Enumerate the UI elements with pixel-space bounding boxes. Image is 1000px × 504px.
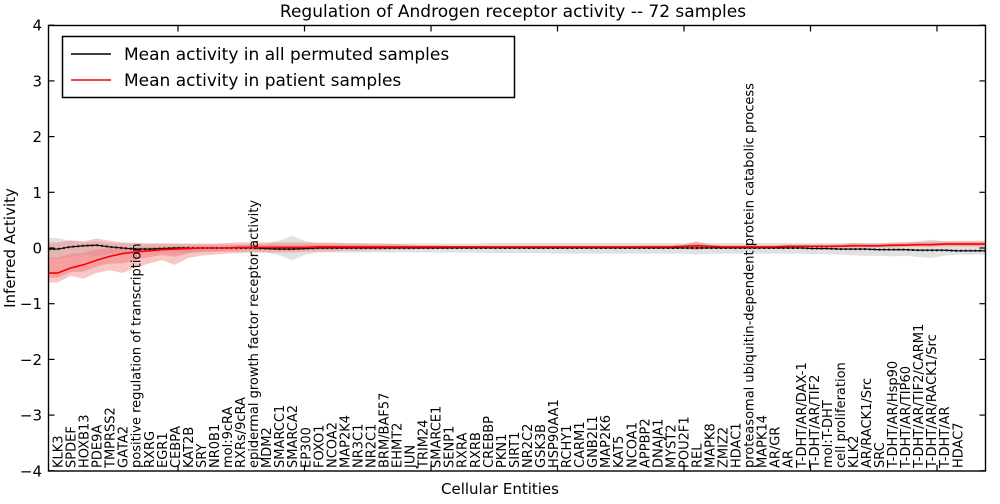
y-tick-label: −1 <box>20 295 42 313</box>
x-category-label: mol:T-DHT <box>821 400 836 468</box>
x-category-label: NR2C2 <box>521 424 536 468</box>
x-category-label: RCHY1 <box>560 425 575 468</box>
x-category-label: CARM1 <box>573 422 588 469</box>
x-category-label: HDAC7 <box>951 422 966 468</box>
legend-label-patient: Mean activity in patient samples <box>124 71 401 91</box>
x-category-label: JUN <box>404 445 419 469</box>
x-category-label: GATA2 <box>117 426 132 468</box>
x-category-label: PKN1 <box>495 434 510 468</box>
y-axis-label: Inferred Activity <box>1 188 19 308</box>
x-category-label: MDM2 <box>260 427 275 468</box>
y-tick-label: −2 <box>20 351 42 369</box>
x-category-label: RXRA <box>456 433 471 468</box>
series-lines <box>48 243 986 274</box>
x-category-label: KLK3 <box>52 435 67 468</box>
y-tick-label: 4 <box>32 17 42 35</box>
x-category-label: RXRB <box>469 432 484 468</box>
x-category-label: BRM/BAF57 <box>378 393 393 468</box>
x-category-label: T-DHT/AR/TIF2/CARM1 <box>912 324 927 469</box>
x-category-label: REL <box>691 443 706 468</box>
chart-title: Regulation of Androgen receptor activity… <box>280 2 746 22</box>
x-category-label: SRY <box>195 444 210 468</box>
x-category-label: T-DHT/AR/DAX-1 <box>795 362 810 469</box>
x-category-label: NCOA1 <box>625 422 640 468</box>
x-category-label: epidermal growth factor receptor activit… <box>247 200 262 468</box>
x-category-label: NR0B1 <box>208 424 223 468</box>
x-category-label: POU2F1 <box>677 416 692 468</box>
x-category-label: HDAC1 <box>730 422 745 468</box>
x-category-label: SPDEF <box>65 426 80 468</box>
x-category-label: MYST2 <box>664 424 679 468</box>
y-tick-label: 2 <box>32 128 42 146</box>
patient-mean-line <box>48 243 986 274</box>
x-category-label: proteasomal ubiquitin-dependent protein … <box>743 83 758 468</box>
x-category-label: APPBP2 <box>638 418 653 468</box>
x-category-label: MAPK14 <box>756 415 771 468</box>
x-category-label: T-DHT/AR/Hsp90 <box>886 361 901 469</box>
x-category-label: CEBPA <box>169 426 184 468</box>
x-category-label: T-DHT/AR <box>938 407 953 469</box>
confidence-bands <box>48 235 986 283</box>
y-tick-label: 3 <box>32 72 42 90</box>
y-tick-label: −4 <box>20 462 42 480</box>
x-category-label: EHMT2 <box>391 423 406 468</box>
legend-box <box>61 35 516 99</box>
x-category-label: SMARCC1 <box>273 405 288 468</box>
x-category-label: TRIM24 <box>417 419 432 469</box>
x-category-label: AR/RACK1/Src <box>860 378 875 468</box>
x-category-label: SMARCA2 <box>286 405 301 468</box>
x-category-label: TMPRSS2 <box>104 407 119 469</box>
x-category-label: T-DHT/AR/RACK1/Src <box>925 334 940 469</box>
x-category-label: MAP2K6 <box>599 415 614 468</box>
x-category-label: KLK2 <box>847 435 862 468</box>
x-category-label: mol:9cRA <box>221 406 236 468</box>
x-category-label: HSP90AA1 <box>547 399 562 468</box>
x-category-labels: KLK3SPDEFHOXB13PDE9ATMPRSS2GATA2positive… <box>52 83 967 469</box>
x-category-label: KAT5 <box>612 436 627 468</box>
x-axis-label: Cellular Entities <box>441 480 559 498</box>
x-category-label: T-DHT/AR/TIP60 <box>899 366 914 469</box>
x-category-label: AR/GR <box>769 427 784 468</box>
x-category-label: EGR1 <box>156 432 171 468</box>
x-category-label: SIRT1 <box>508 432 523 468</box>
y-tick-label: −3 <box>20 407 42 425</box>
x-category-label: NR3C1 <box>351 424 366 468</box>
x-category-label: ZMIZ2 <box>717 427 732 468</box>
x-category-label: NR2C1 <box>365 424 380 468</box>
x-category-label: AR <box>782 450 797 468</box>
x-category-label: KAT2B <box>182 427 197 468</box>
x-category-label: RXRs/9cRA <box>234 397 249 468</box>
x-category-label: positive regulation of transcription <box>130 243 145 468</box>
x-category-label: cell proliferation <box>834 362 849 468</box>
x-category-label: GSK3B <box>534 424 549 468</box>
x-category-label: PDE9A <box>91 425 106 468</box>
x-category-label: EP300 <box>299 427 314 468</box>
y-tick-label: 0 <box>32 240 42 258</box>
x-category-label: NCOA2 <box>325 422 340 468</box>
x-category-label: SMARCE1 <box>430 406 445 468</box>
x-category-label: CREBBP <box>482 416 497 468</box>
x-category-label: T-DHT/AR/TIF2 <box>808 375 823 469</box>
y-tick-label: 1 <box>32 184 42 202</box>
x-category-label: DNAJA1 <box>651 419 666 468</box>
x-category-label: SENP1 <box>443 426 458 468</box>
plot-border <box>47 24 987 472</box>
legend: Mean activity in all permuted samples Me… <box>61 35 516 99</box>
x-category-label: FOXO1 <box>312 425 327 468</box>
x-category-label: HOXB13 <box>78 414 93 468</box>
x-category-label: MAP2K4 <box>338 415 353 468</box>
x-category-label: MAPK8 <box>704 423 719 468</box>
x-category-label: RXRG <box>143 431 158 468</box>
legend-label-permuted: Mean activity in all permuted samples <box>124 45 449 65</box>
x-category-label: SRC <box>873 442 888 468</box>
x-category-label: GNB2L1 <box>586 415 601 468</box>
